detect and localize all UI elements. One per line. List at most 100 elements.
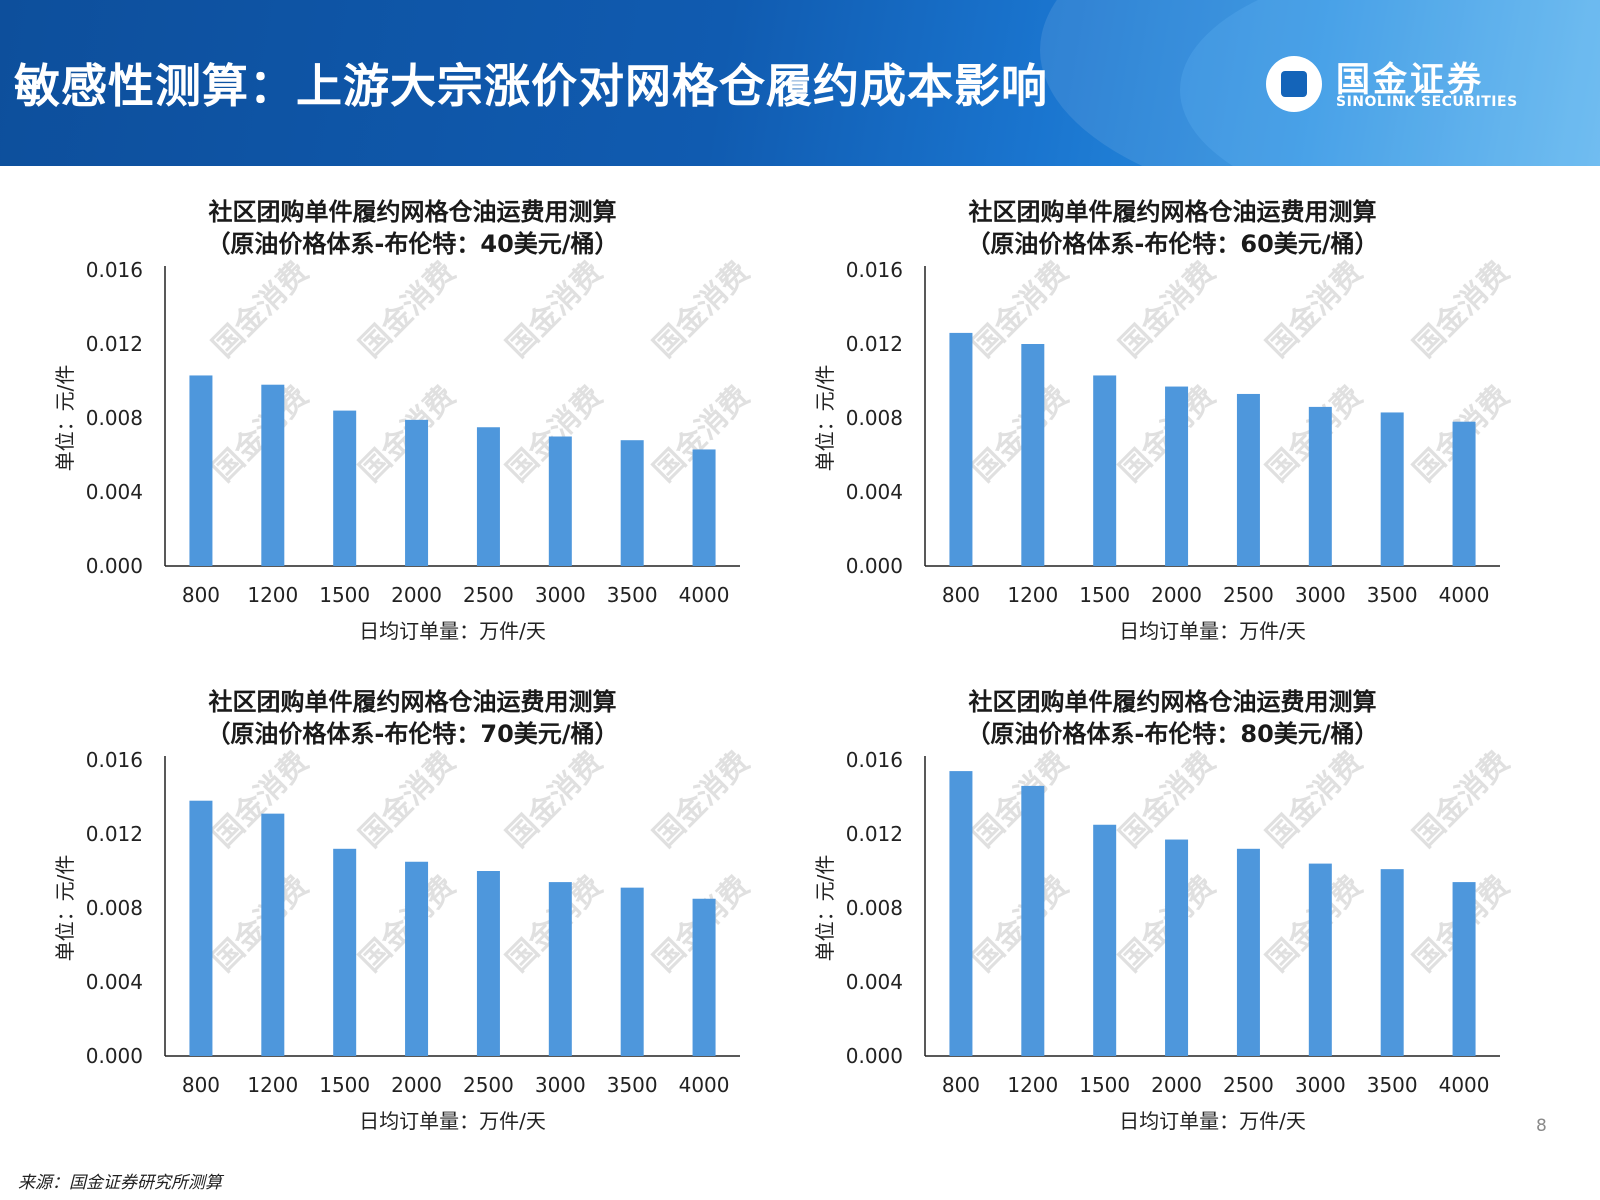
- x-tick-label: 800: [942, 1073, 980, 1097]
- x-tick-label: 1500: [319, 583, 370, 607]
- x-tick-label: 2000: [1151, 1073, 1202, 1097]
- page-title: 敏感性测算：上游大宗涨价对网格仓履约成本影响: [14, 59, 1048, 113]
- watermark: 国金消费: [353, 745, 463, 855]
- chart-title: 社区团购单件履约网格仓油运费用测算: [209, 198, 617, 226]
- bar-3500: [620, 440, 644, 566]
- y-tick-label: 0.016: [846, 258, 903, 282]
- y-tick-label: 0.008: [846, 896, 903, 920]
- x-tick-label: 3500: [607, 1073, 658, 1097]
- bar-1500: [333, 848, 357, 1056]
- y-tick-label: 0.008: [86, 896, 143, 920]
- x-tick-label: 2500: [1223, 583, 1274, 607]
- bar-3000: [1308, 863, 1332, 1056]
- x-tick-label: 1200: [247, 1073, 298, 1097]
- bar-2500: [1236, 393, 1260, 566]
- bar-3500: [620, 887, 644, 1056]
- x-tick-label: 3500: [607, 583, 658, 607]
- watermark: 国金消费: [206, 255, 316, 365]
- y-tick-label: 0.004: [86, 480, 143, 504]
- x-tick-label: 800: [942, 583, 980, 607]
- bar-3000: [548, 436, 572, 566]
- watermark: 国金消费: [206, 869, 316, 979]
- x-tick-label: 1200: [1007, 1073, 1058, 1097]
- bar-3500: [1380, 412, 1404, 566]
- x-tick-label: 3500: [1367, 1073, 1418, 1097]
- bar-800: [949, 771, 973, 1056]
- bar-800: [189, 800, 213, 1056]
- watermark: 国金消费: [206, 745, 316, 855]
- chart-subtitle: （原油价格体系-布伦特：40美元/桶）: [206, 230, 618, 258]
- bar-1500: [333, 410, 357, 566]
- chart-panel-40: 社区团购单件履约网格仓油运费用测算 （原油价格体系-布伦特：40美元/桶） 国金消费…: [40, 190, 780, 660]
- watermark: 国金消费: [500, 745, 610, 855]
- source-note: 来源：国金证券研究所测算: [18, 1173, 222, 1193]
- bar-2500: [476, 427, 500, 566]
- x-tick-label: 2000: [1151, 583, 1202, 607]
- y-axis-label: 单位：元/件: [813, 855, 837, 962]
- bar-chart-60: 社区团购单件履约网格仓油运费用测算 （原油价格体系-布伦特：60美元/桶）国金消费…: [813, 198, 1517, 643]
- bar-800: [189, 375, 213, 566]
- watermark: 国金消费: [966, 255, 1076, 365]
- x-tick-label: 2500: [1223, 1073, 1274, 1097]
- bar-1200: [261, 384, 285, 566]
- bar-1500: [1093, 375, 1117, 566]
- y-tick-label: 0.012: [846, 822, 903, 846]
- x-tick-label: 1200: [1007, 583, 1058, 607]
- y-tick-label: 0.012: [86, 822, 143, 846]
- y-tick-label: 0.004: [86, 970, 143, 994]
- x-tick-label: 1500: [1079, 583, 1130, 607]
- y-tick-label: 0.016: [86, 258, 143, 282]
- x-axis-label: 日均订单量：万件/天: [359, 619, 546, 643]
- bar-800: [949, 332, 973, 566]
- watermark: 国金消费: [647, 745, 757, 855]
- x-tick-label: 4000: [679, 1073, 730, 1097]
- chart-subtitle: （原油价格体系-布伦特：80美元/桶）: [966, 720, 1378, 748]
- watermark: 国金消费: [1260, 255, 1370, 365]
- y-tick-label: 0.008: [846, 406, 903, 430]
- header-decoration: [1180, 0, 1600, 166]
- bar-2000: [405, 861, 429, 1056]
- x-tick-label: 2500: [463, 1073, 514, 1097]
- y-tick-label: 0.000: [86, 554, 143, 578]
- bar-chart-80: 社区团购单件履约网格仓油运费用测算（原油价格体系-布伦特：80美元/桶）国金消费…: [813, 688, 1517, 1133]
- bar-2000: [405, 419, 429, 566]
- bar-3000: [548, 882, 572, 1056]
- chart-title: 社区团购单件履约网格仓油运费用测算: [969, 198, 1377, 226]
- watermark: 国金消费: [966, 745, 1076, 855]
- logo-chinese-name: 国金证券: [1336, 60, 1484, 100]
- x-tick-label: 4000: [1439, 583, 1490, 607]
- y-tick-label: 0.012: [846, 332, 903, 356]
- bar-2500: [476, 871, 500, 1056]
- bar-2500: [1236, 848, 1260, 1056]
- x-tick-label: 2500: [463, 583, 514, 607]
- logo-english-name: SINOLINK SECURITIES: [1336, 94, 1518, 110]
- chart-panel-80: 社区团购单件履约网格仓油运费用测算 （原油价格体系-布伦特：80美元/桶） 国金消费…: [800, 680, 1540, 1150]
- x-axis-label: 日均订单量：万件/天: [1119, 619, 1306, 643]
- chart-title: 社区团购单件履约网格仓油运费用测算: [969, 688, 1377, 716]
- y-tick-label: 0.000: [846, 1044, 903, 1068]
- y-tick-label: 0.004: [846, 480, 903, 504]
- x-axis-label: 日均订单量：万件/天: [359, 1109, 546, 1133]
- chart-subtitle: （原油价格体系-布伦特：60美元/桶）: [966, 230, 1378, 258]
- bar-4000: [1452, 421, 1476, 566]
- y-tick-label: 0.016: [86, 748, 143, 772]
- bar-4000: [692, 449, 716, 566]
- x-tick-label: 3000: [1295, 583, 1346, 607]
- y-tick-label: 0.000: [86, 1044, 143, 1068]
- page-number: 8: [1536, 1116, 1547, 1136]
- x-tick-label: 1200: [247, 583, 298, 607]
- x-tick-label: 3500: [1367, 583, 1418, 607]
- watermark: 国金消费: [1407, 745, 1517, 855]
- watermark: 国金消费: [966, 869, 1076, 979]
- bar-3000: [1308, 406, 1332, 566]
- watermark: 国金消费: [1113, 255, 1223, 365]
- bar-chart-70: 社区团购单件履约网格仓油运费用测算（原油价格体系-布伦特：70美元/桶）国金消费…: [53, 688, 757, 1133]
- chart-title: 社区团购单件履约网格仓油运费用测算: [209, 688, 617, 716]
- sinolink-logo: 国金证券 SINOLINK SECURITIES: [1266, 52, 1556, 122]
- y-tick-label: 0.004: [846, 970, 903, 994]
- sinolink-logo-icon: [1266, 56, 1322, 112]
- x-tick-label: 800: [182, 583, 220, 607]
- bar-2000: [1165, 386, 1189, 566]
- bar-1200: [1021, 785, 1045, 1056]
- y-tick-label: 0.016: [846, 748, 903, 772]
